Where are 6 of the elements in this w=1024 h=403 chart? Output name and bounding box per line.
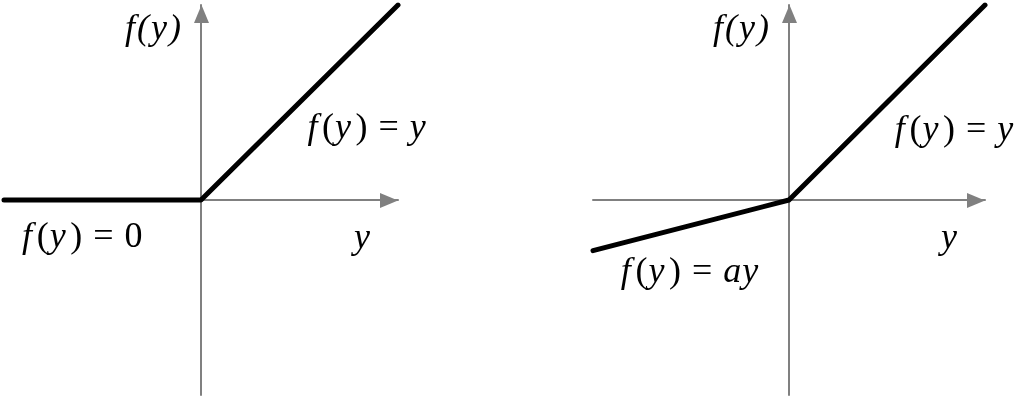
annotation: f(y) = y xyxy=(894,107,1015,148)
y-axis-title: f(y) xyxy=(713,7,771,47)
annotation: f(y) = y xyxy=(307,105,427,146)
y-axis-title: f(y) xyxy=(125,7,183,47)
annotation: f(y) = ay xyxy=(620,250,760,291)
text: f(y) = 0 xyxy=(22,215,144,256)
